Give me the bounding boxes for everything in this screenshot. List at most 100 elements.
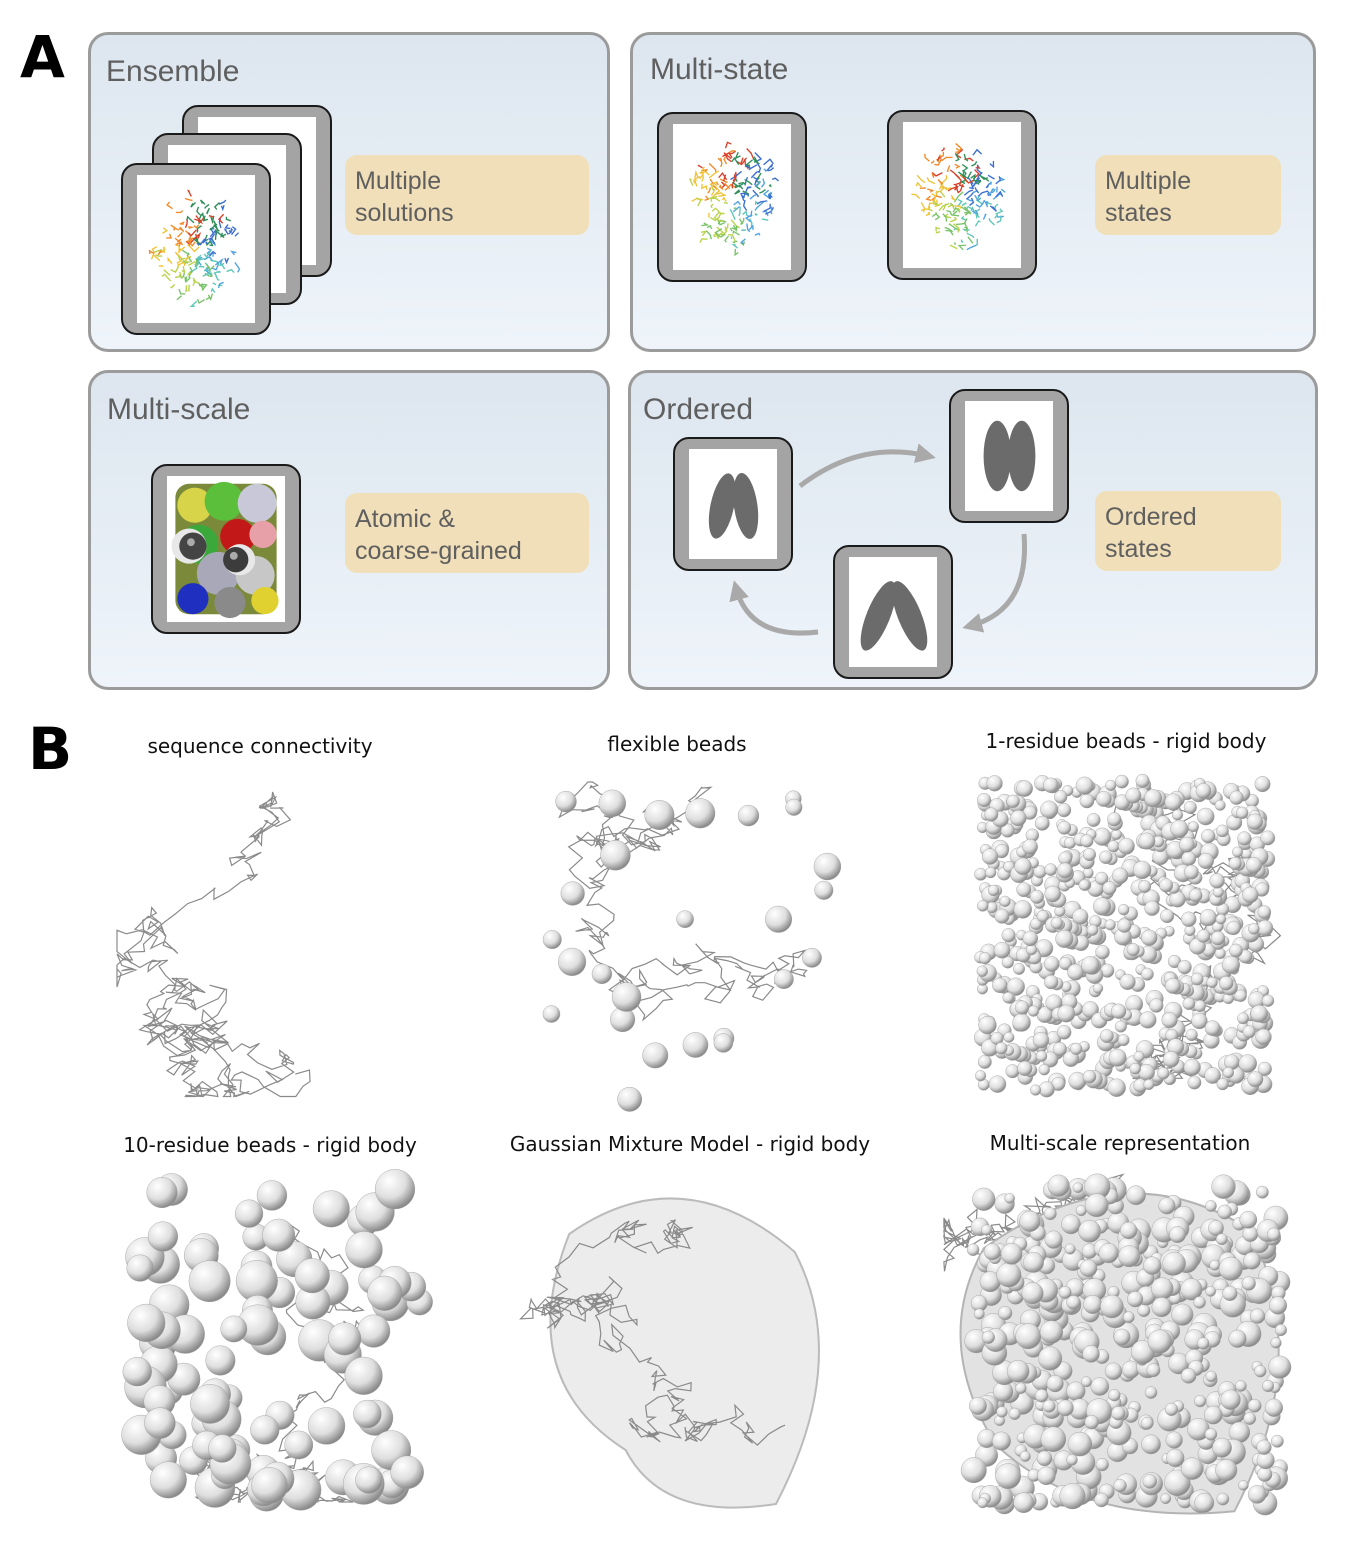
- ribbon-strand: [190, 201, 197, 208]
- bead: [1160, 909, 1175, 924]
- bead: [1040, 800, 1059, 819]
- bead: [1182, 997, 1196, 1010]
- bead: [344, 1356, 383, 1395]
- bead: [1214, 947, 1226, 960]
- bead: [1090, 1377, 1110, 1396]
- bead: [1056, 1025, 1072, 1040]
- bead: [144, 1407, 176, 1439]
- ribbon-strand: [973, 208, 981, 215]
- bead: [1001, 956, 1014, 969]
- bead: [1016, 882, 1032, 898]
- bead: [1197, 852, 1214, 869]
- tag-line: Ordered: [1105, 503, 1197, 531]
- ribbon-strand: [170, 283, 176, 289]
- bead: [1127, 1291, 1144, 1308]
- ribbon-strand: [207, 293, 214, 301]
- one-residue-beads-structure: [936, 752, 1306, 1112]
- bead: [1141, 929, 1158, 946]
- bead: [1254, 1365, 1267, 1378]
- ribbon-strand: [946, 209, 953, 216]
- ribbon-strand: [979, 199, 986, 208]
- ribbon-strand: [730, 219, 740, 229]
- ribbon-strand: [954, 185, 959, 191]
- bead: [1164, 1402, 1179, 1416]
- state-frame-2: [887, 110, 1037, 280]
- ribbon-strand: [934, 158, 942, 166]
- ribbon-strand: [729, 227, 733, 232]
- bead: [993, 941, 1011, 959]
- ribbon-strand: [771, 177, 779, 182]
- ribbon-strand: [722, 174, 727, 182]
- bead: [1216, 824, 1229, 838]
- ribbon-strand: [185, 240, 190, 243]
- bead: [1135, 773, 1150, 788]
- ribbon-strand: [749, 194, 757, 200]
- bead: [1164, 1469, 1191, 1497]
- bead: [307, 1407, 346, 1445]
- bead: [994, 908, 1010, 924]
- bead: [1006, 794, 1020, 808]
- ribbon-strand: [203, 250, 212, 259]
- ribbon-strand: [956, 198, 963, 208]
- bead: [1064, 1243, 1076, 1255]
- bead: [1149, 998, 1164, 1013]
- multi-scale-tag: Atomic & coarse-grained: [345, 493, 589, 573]
- ribbon-strand: [206, 247, 213, 255]
- bead: [1016, 780, 1033, 797]
- bead: [1055, 929, 1074, 948]
- ribbon-structure-image: [673, 124, 791, 270]
- bead: [1268, 1355, 1292, 1379]
- ribbon-strand: [177, 255, 186, 261]
- ribbon-strand: [754, 152, 763, 162]
- bead: [1040, 1426, 1067, 1452]
- bead: [1264, 1398, 1283, 1417]
- bead: [985, 866, 997, 879]
- tag-line: coarse-grained: [355, 537, 522, 565]
- bead: [560, 881, 585, 906]
- ribbon-strand: [198, 282, 206, 288]
- ribbon-strand: [697, 164, 703, 169]
- bead: [1274, 1324, 1287, 1337]
- ribbon-strand: [694, 169, 699, 179]
- ribbon-strand: [971, 161, 978, 167]
- bead: [1117, 1034, 1130, 1047]
- bead: [1111, 829, 1122, 840]
- ribbon-strand: [706, 224, 713, 230]
- ribbon-strand: [205, 297, 210, 301]
- bead: [1180, 1457, 1204, 1480]
- bead: [1229, 943, 1243, 958]
- bead: [1027, 1005, 1040, 1017]
- ribbon-strand: [960, 239, 964, 244]
- ribbon-strand: [956, 222, 966, 226]
- tag-line: Multiple: [355, 167, 442, 195]
- bead: [1171, 809, 1183, 821]
- ribbon-strand: [975, 204, 981, 208]
- bead: [1082, 1069, 1097, 1084]
- bead: [1226, 920, 1241, 936]
- bead: [1133, 1051, 1145, 1063]
- bead: [1187, 1075, 1202, 1090]
- bead: [1092, 897, 1112, 916]
- bead: [1205, 1286, 1216, 1297]
- ribbon-strand: [974, 194, 982, 202]
- bead: [1015, 1382, 1027, 1394]
- caption-10-residue-beads: 10-residue beads - rigid body: [123, 1133, 417, 1157]
- ribbon-strand: [209, 240, 214, 247]
- bead: [1214, 799, 1226, 811]
- bead: [1161, 1011, 1178, 1029]
- ribbon-strand: [954, 242, 956, 245]
- bead: [1209, 1259, 1221, 1271]
- bead: [1220, 1389, 1241, 1410]
- bead: [1082, 1345, 1100, 1363]
- bead: [981, 1224, 992, 1236]
- bead: [1140, 967, 1154, 981]
- bead: [1270, 1434, 1284, 1448]
- bead: [1261, 1379, 1275, 1393]
- bead: [737, 804, 760, 827]
- ribbon-strand: [947, 203, 955, 210]
- ribbon-strand: [949, 169, 960, 179]
- ribbon-strand: [937, 179, 944, 185]
- bead: [1158, 1197, 1176, 1215]
- ribbon-strand: [733, 206, 740, 213]
- ribbon-strand: [954, 153, 960, 162]
